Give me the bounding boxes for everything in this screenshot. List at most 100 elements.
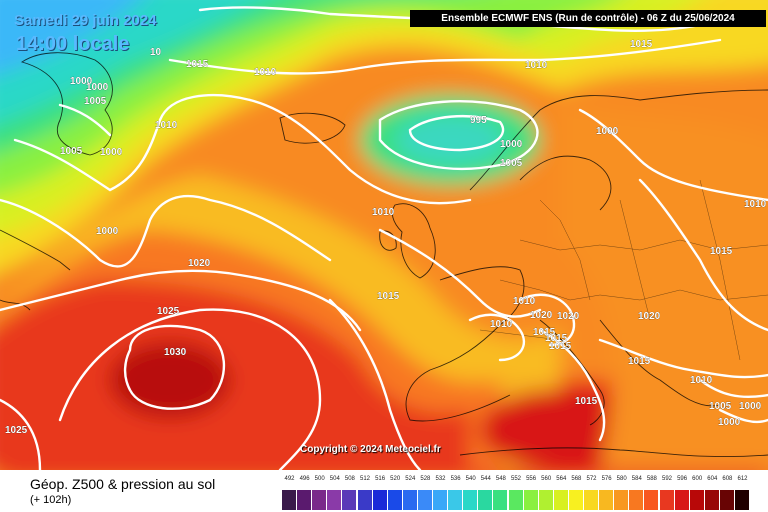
isobar-label: 1000 — [739, 401, 762, 412]
legend-swatch — [644, 490, 660, 510]
isobar-label: 995 — [470, 115, 487, 126]
legend-tick-label: 524 — [405, 476, 416, 482]
isobar-label: 1015 — [630, 39, 653, 50]
coastlines — [0, 52, 768, 458]
legend-swatch — [538, 490, 554, 510]
isobar-label: 1015 — [710, 246, 733, 257]
isobar-label: 1000 — [100, 147, 123, 158]
legend-tick-label: 532 — [435, 476, 446, 482]
legend-swatch — [402, 490, 418, 510]
legend-tick-label: 604 — [707, 476, 718, 482]
isobar-labels: 1015 1010 1015 1010 1000 1000 1005 1010 … — [5, 39, 767, 436]
isobar-label: 1030 — [164, 347, 187, 358]
isobar-label: 1000 — [86, 82, 109, 93]
legend-swatch — [584, 490, 599, 510]
parameter-title: Géop. Z500 & pression au sol — [30, 476, 216, 492]
isobar-label: 1015 — [186, 59, 209, 70]
isobar-label: 1000 — [718, 417, 741, 428]
legend-swatches — [282, 490, 752, 510]
legend-labels: 492 496 500 504 508 512 516 520 524 528 532 536 540 5… — [282, 476, 752, 488]
legend-tick-label: 516 — [375, 476, 386, 482]
isobar-label: 1010 — [690, 375, 713, 386]
legend-tick-label: 600 — [692, 476, 703, 482]
legend-swatch — [704, 490, 720, 510]
legend-tick-label: 544 — [480, 476, 491, 482]
legend-swatch — [478, 490, 494, 510]
legend-tick-label: 500 — [314, 476, 325, 482]
isobar-label: 1020 — [557, 311, 580, 322]
legend-tick-label: 572 — [586, 476, 597, 482]
isobar-label: 1010 — [372, 207, 395, 218]
legend-tick-label: 492 — [284, 476, 295, 482]
legend-tick-label: 552 — [510, 476, 521, 482]
legend-tick-label: 592 — [661, 476, 672, 482]
legend-swatch — [553, 490, 569, 510]
isobar-label: 1005 — [709, 401, 732, 412]
legend-swatch — [312, 490, 328, 510]
isobar-label: 10 — [150, 47, 162, 58]
legend-swatch — [433, 490, 448, 510]
isobar-label: 1010 — [155, 120, 178, 131]
legend-swatch — [568, 490, 584, 510]
legend-tick-label: 576 — [601, 476, 612, 482]
legend-tick-label: 496 — [299, 476, 310, 482]
legend-swatch — [735, 490, 750, 510]
isobar-label: 1005 — [84, 96, 107, 107]
isobar-label: 1005 — [500, 158, 523, 169]
borders — [479, 179, 768, 361]
legend-swatch — [387, 490, 403, 510]
isobar-label: 1025 — [157, 306, 180, 317]
legend-swatch — [508, 490, 524, 510]
legend-swatch — [327, 490, 343, 510]
lead-time: (+ 102h) — [30, 494, 72, 506]
isobar-label: 1015 — [628, 356, 651, 367]
legend-swatch — [674, 490, 690, 510]
forecast-date: Samedi 29 juin 2024 — [14, 12, 157, 29]
legend-tick-label: 568 — [571, 476, 582, 482]
isobar-label: 1015 — [549, 341, 572, 352]
isobar-label: 1005 — [60, 146, 83, 157]
legend-swatch — [342, 490, 358, 510]
isobar-label: 1015 — [533, 327, 556, 338]
isobar-label: 1000 — [500, 139, 523, 150]
legend-swatch — [357, 490, 373, 510]
legend-swatch — [282, 490, 297, 510]
legend-tick-label: 556 — [526, 476, 537, 482]
isobar-label: 1010 — [254, 67, 277, 78]
legend-tick-label: 536 — [450, 476, 461, 482]
weather-map: 1015 1010 1015 1010 1000 1000 1005 1010 … — [0, 0, 768, 470]
isobar-label: 1010 — [513, 296, 536, 307]
legend-swatch — [599, 490, 615, 510]
legend-swatch — [463, 490, 479, 510]
isobar-label: 1020 — [638, 311, 661, 322]
isobar-label: 1025 — [5, 425, 28, 436]
legend-swatch — [417, 490, 433, 510]
legend-swatch — [448, 490, 464, 510]
isobar-label: 1000 — [96, 226, 119, 237]
legend-tick-label: 560 — [541, 476, 552, 482]
legend-tick-label: 548 — [495, 476, 506, 482]
isobar-label: 1000 — [596, 126, 619, 137]
model-run-banner: Ensemble ECMWF ENS (Run de contrôle) - 0… — [410, 10, 766, 27]
color-scale-legend: 492 496 500 504 508 512 516 520 524 528 532 536 540 5… — [282, 476, 752, 510]
legend-tick-label: 584 — [631, 476, 642, 482]
legend-tick-label: 596 — [677, 476, 688, 482]
isobar-label: 1015 — [377, 291, 400, 302]
legend-tick-label: 512 — [359, 476, 370, 482]
isobar-label: 1010 — [744, 199, 767, 210]
legend-tick-label: 508 — [344, 476, 355, 482]
isobar-label: 1020 — [188, 258, 211, 269]
isobars — [0, 6, 768, 470]
legend-swatch — [659, 490, 675, 510]
isobar-label: 1010 — [525, 60, 548, 71]
isobar-label: 1010 — [490, 319, 513, 330]
legend-swatch — [719, 490, 735, 510]
isobar-label: 1015 — [545, 333, 568, 344]
legend-tick-label: 564 — [556, 476, 567, 482]
legend-swatch — [629, 490, 645, 510]
legend-swatch — [493, 490, 509, 510]
isobar-label: 1020 — [530, 310, 553, 321]
isobar-label: 1000 — [70, 76, 93, 87]
legend-tick-label: 612 — [737, 476, 748, 482]
legend-tick-label: 540 — [465, 476, 476, 482]
